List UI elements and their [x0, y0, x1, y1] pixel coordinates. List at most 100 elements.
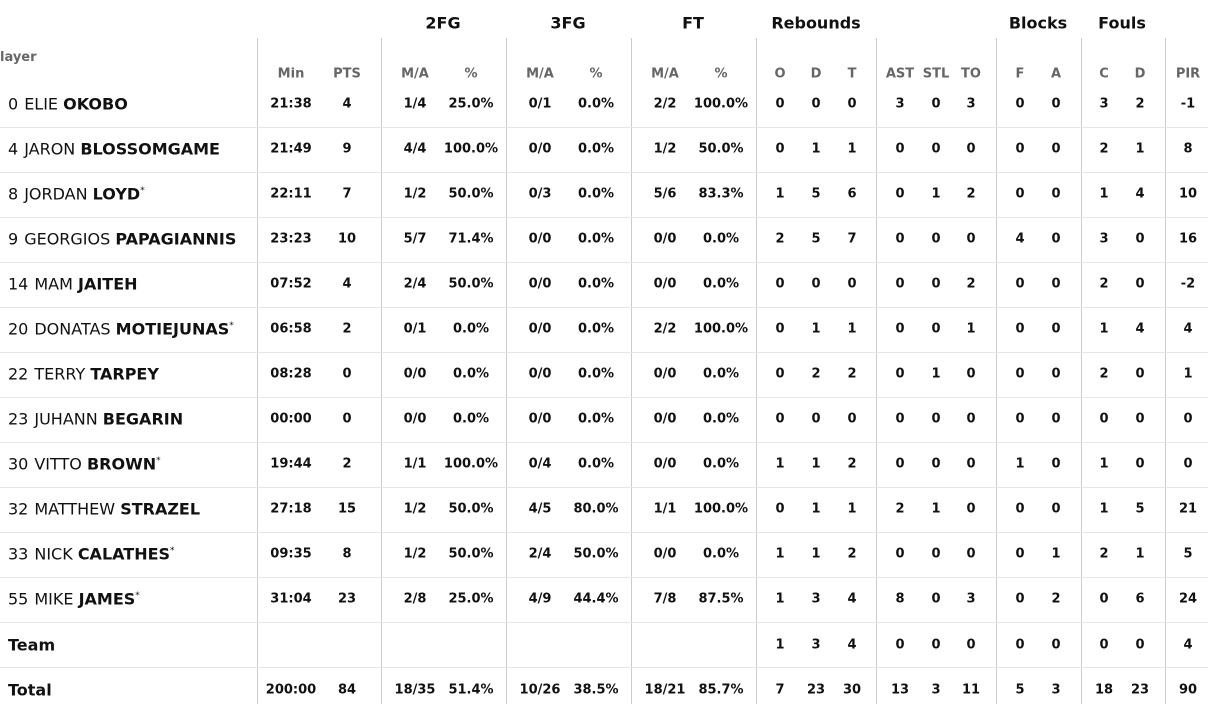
stat-cell: 0: [1015, 411, 1025, 427]
stat-cell: -2: [1180, 276, 1196, 292]
stat-cell: 2: [1135, 96, 1145, 112]
stat-cell: 1: [1051, 546, 1061, 562]
stat-cell: 0/3: [528, 186, 552, 202]
player-number: 20: [8, 319, 29, 339]
stat-cell: 0/0: [528, 411, 552, 427]
column-header: %: [589, 66, 603, 82]
stat-cell: 100.0%: [693, 96, 749, 112]
stat-cell: 0: [775, 96, 785, 112]
stat-cell: 4: [342, 276, 352, 292]
stat-cell: 0.0%: [452, 321, 490, 337]
stat-cell: 0.0%: [702, 456, 740, 472]
group-header: FT: [682, 13, 704, 33]
column-header: STL: [922, 66, 950, 82]
stat-cell: 44.4%: [573, 591, 619, 607]
last-name: TARPEY: [90, 364, 159, 384]
stat-cell: 0: [895, 546, 905, 562]
stat-cell: 25.0%: [448, 591, 494, 607]
stat-cell: 0: [1135, 276, 1145, 292]
player-name: 32 MATTHEW STRAZEL: [8, 500, 200, 519]
stat-cell: 2: [342, 321, 352, 337]
stat-cell: 1: [811, 141, 821, 157]
stat-cell: 7: [775, 682, 785, 698]
stat-cell: 0: [1183, 456, 1193, 472]
stat-cell: 0.0%: [577, 186, 615, 202]
last-name: BLOSSOMGAME: [80, 139, 220, 159]
row-divider: [0, 442, 1208, 443]
row-divider: [0, 487, 1208, 488]
stat-cell: 8: [895, 591, 905, 607]
starter-mark: *: [135, 591, 140, 602]
stat-cell: 1: [1015, 456, 1025, 472]
stat-cell: 0/0: [653, 411, 677, 427]
player-name: 30 VITTO BROWN*: [8, 455, 161, 474]
stat-cell: 1: [966, 321, 976, 337]
stat-cell: 0.0%: [577, 231, 615, 247]
player-name: 14 MAM JAITEH: [8, 275, 138, 294]
stat-cell: 0: [1051, 96, 1061, 112]
column-divider: [996, 38, 997, 704]
group-header: Fouls: [1098, 13, 1146, 33]
stat-cell: 2: [847, 456, 857, 472]
stat-cell: 0: [1051, 456, 1061, 472]
player-header: layer: [0, 50, 37, 65]
stat-cell: 21:49: [270, 141, 312, 157]
stat-cell: 0/0: [653, 231, 677, 247]
stat-cell: 0: [847, 96, 857, 112]
stat-cell: 2/2: [653, 321, 677, 337]
stat-cell: 0: [931, 141, 941, 157]
stat-cell: 0: [811, 96, 821, 112]
column-divider: [257, 38, 258, 704]
stat-cell: 0: [931, 591, 941, 607]
stat-cell: 1: [1099, 501, 1109, 517]
last-name: PAPAGIANNIS: [115, 229, 237, 249]
stat-cell: 0: [847, 276, 857, 292]
player-number: 23: [8, 409, 29, 429]
stat-cell: 23:23: [270, 231, 312, 247]
stat-cell: 0: [895, 456, 905, 472]
row-divider: [0, 397, 1208, 398]
stat-cell: 0.0%: [452, 366, 490, 382]
first-name: JORDAN: [24, 184, 88, 204]
stat-cell: 0: [342, 411, 352, 427]
player-number: 22: [8, 364, 29, 384]
stat-cell: 2: [847, 366, 857, 382]
stat-cell: 0: [895, 366, 905, 382]
stat-cell: 4: [847, 637, 857, 653]
stat-cell: 9: [342, 141, 352, 157]
stat-cell: 0/0: [528, 276, 552, 292]
stat-cell: 10: [1178, 186, 1198, 202]
stat-cell: 51.4%: [448, 682, 494, 698]
row-divider: [0, 667, 1208, 668]
stat-cell: 87.5%: [698, 591, 744, 607]
stat-cell: 0: [966, 546, 976, 562]
stat-cell: 0/0: [653, 456, 677, 472]
group-header: Rebounds: [771, 13, 861, 33]
stat-cell: 0/4: [528, 456, 552, 472]
stat-cell: 0: [1015, 96, 1025, 112]
player-name: 4 JARON BLOSSOMGAME: [8, 140, 220, 159]
stat-cell: 0/0: [528, 231, 552, 247]
stat-cell: 0: [931, 456, 941, 472]
stat-cell: 5/6: [653, 186, 677, 202]
column-header: D: [810, 66, 822, 82]
stat-cell: 0/1: [528, 96, 552, 112]
column-header: D: [1134, 66, 1146, 82]
column-header: M/A: [651, 66, 679, 82]
stat-cell: 4: [1183, 321, 1193, 337]
last-name: JAITEH: [78, 274, 138, 294]
stat-cell: 0.0%: [577, 366, 615, 382]
player-name: 8 JORDAN LOYD*: [8, 185, 145, 204]
stat-cell: 1: [1099, 321, 1109, 337]
stat-cell: 1: [775, 546, 785, 562]
column-header: PIR: [1175, 66, 1201, 82]
stat-cell: 0: [1015, 366, 1025, 382]
stat-cell: 1/1: [653, 501, 677, 517]
stat-cell: 1: [775, 456, 785, 472]
stat-cell: 38.5%: [573, 682, 619, 698]
stat-cell: 3: [1099, 231, 1109, 247]
column-divider: [876, 38, 877, 704]
stat-cell: 0: [895, 186, 905, 202]
column-header: M/A: [526, 66, 554, 82]
